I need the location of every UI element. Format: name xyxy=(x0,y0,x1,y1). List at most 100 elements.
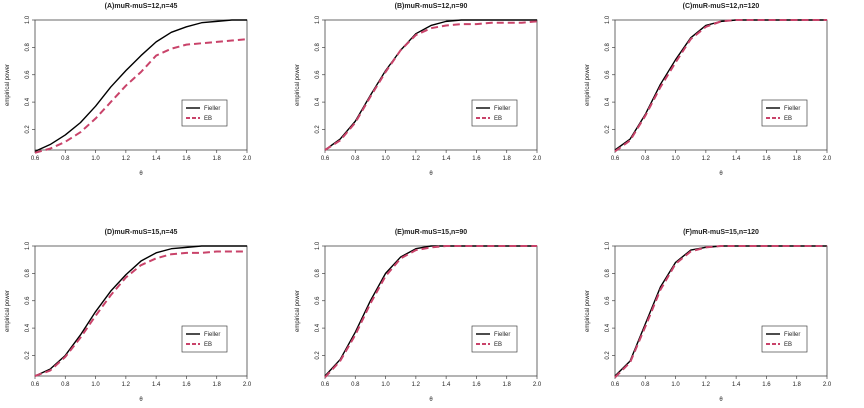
legend-label: Fieller xyxy=(204,332,220,338)
legend: Fieller EB xyxy=(471,325,518,353)
eb-series-line xyxy=(324,20,538,151)
y-tick-label: 1.0 xyxy=(25,15,31,24)
x-tick-label: 1.8 xyxy=(503,156,512,162)
x-tick-label: 0.6 xyxy=(321,156,330,162)
plot-frame xyxy=(324,19,538,151)
x-axis-label: θ xyxy=(139,171,143,177)
fieller-series-line xyxy=(34,245,247,377)
x-tick-label: 2.0 xyxy=(823,382,832,388)
y-tick-label: 0.8 xyxy=(315,269,321,278)
eb-series-line xyxy=(324,245,537,379)
x-tick-label: 0.6 xyxy=(321,382,330,388)
eb-series-line xyxy=(34,38,248,154)
legend-label: EB xyxy=(494,342,502,348)
x-tick-label: 0.8 xyxy=(351,382,360,388)
legend-label: Fieller xyxy=(494,332,510,338)
y-tick-label: 0.8 xyxy=(25,269,31,278)
x-tick-label: 0.8 xyxy=(61,156,70,162)
y-tick-label: 1.0 xyxy=(605,15,611,24)
x-tick-label: 1.0 xyxy=(671,382,680,388)
x-axis-label: θ xyxy=(719,171,723,177)
fieller-series-line xyxy=(324,245,537,377)
y-tick-label: 0.8 xyxy=(605,43,611,52)
y-tick-label: 0.2 xyxy=(605,125,611,134)
x-tick-label: 1.8 xyxy=(503,382,512,388)
x-tick-label: 0.6 xyxy=(611,382,620,388)
y-tick-label: 0.8 xyxy=(25,43,31,52)
x-tick-label: 2.0 xyxy=(243,382,252,388)
legend-label: EB xyxy=(204,116,212,122)
y-tick-label: 0.4 xyxy=(605,323,611,332)
x-tick-label: 0.8 xyxy=(351,156,360,162)
chart-title: (B)muR-muS=12,n=90 xyxy=(395,3,468,10)
x-axis-label: θ xyxy=(429,397,433,403)
legend-label: Fieller xyxy=(784,106,800,112)
chart-title: (D)muR-muS=15,n=45 xyxy=(105,229,178,236)
x-tick-label: 1.6 xyxy=(182,382,191,388)
legend-label: EB xyxy=(784,116,792,122)
chart-panel: (B)muR-muS=12,n=90 0.6 0.8 1.0 1.2 1.4 1.6 1.8 2… xyxy=(295,3,542,177)
x-tick-label: 1.6 xyxy=(472,156,481,162)
legend: Fieller EB xyxy=(761,99,808,127)
x-tick-label: 1.0 xyxy=(91,156,100,162)
x-tick-label: 2.0 xyxy=(823,156,832,162)
y-tick-label: 0.2 xyxy=(315,351,321,360)
y-tick-label: 0.4 xyxy=(25,323,31,332)
x-tick-label: 0.8 xyxy=(61,382,70,388)
x-tick-label: 1.6 xyxy=(762,382,771,388)
x-axis-label: θ xyxy=(719,397,723,403)
x-tick-label: 1.8 xyxy=(793,382,802,388)
chart-panel: (D)muR-muS=15,n=45 0.6 0.8 1.0 1.2 1.4 1.6 1.8 2… xyxy=(5,229,252,403)
x-tick-label: 0.6 xyxy=(31,382,40,388)
eb-series-line xyxy=(614,245,827,379)
legend-label: Fieller xyxy=(784,332,800,338)
x-tick-label: 0.6 xyxy=(611,156,620,162)
chart-title: (E)muR-muS=15,n=90 xyxy=(395,229,467,236)
x-tick-label: 0.6 xyxy=(31,156,40,162)
x-tick-label: 0.8 xyxy=(641,382,650,388)
x-tick-label: 1.4 xyxy=(732,156,741,162)
x-tick-label: 1.0 xyxy=(671,156,680,162)
legend: Fieller EB xyxy=(181,325,228,353)
plot-frame xyxy=(34,245,248,377)
y-tick-label: 0.8 xyxy=(315,43,321,52)
chart-title: (A)muR-muS=12,n=45 xyxy=(105,3,178,10)
legend-label: EB xyxy=(204,342,212,348)
y-tick-label: 0.2 xyxy=(25,125,31,134)
fieller-series-line xyxy=(614,19,827,151)
x-tick-label: 1.6 xyxy=(182,156,191,162)
x-tick-label: 1.4 xyxy=(152,156,161,162)
y-tick-label: 0.6 xyxy=(25,70,31,79)
fieller-series-line xyxy=(614,245,827,377)
fieller-series-line xyxy=(34,19,247,153)
chart-panel: (C)muR-muS=12,n=120 0.6 0.8 1.0 1.2 1.4 1.6 1.8… xyxy=(585,3,832,177)
y-tick-label: 0.4 xyxy=(605,97,611,106)
legend-box xyxy=(471,325,518,353)
y-tick-label: 0.2 xyxy=(605,351,611,360)
legend-label: EB xyxy=(494,116,502,122)
y-tick-label: 1.0 xyxy=(605,241,611,250)
chart-panel: (E)muR-muS=15,n=90 0.6 0.8 1.0 1.2 1.4 1.6 1.8 2… xyxy=(295,229,542,403)
y-tick-label: 0.6 xyxy=(25,296,31,305)
chart-title: (F)muR-muS=15,n=120 xyxy=(683,229,759,236)
y-axis-label: empirical power xyxy=(5,290,11,332)
legend-label: Fieller xyxy=(204,106,220,112)
chart-panel: (A)muR-muS=12,n=45 0.6 0.8 1.0 1.2 1.4 1.6 1.8 2… xyxy=(5,3,252,177)
y-tick-label: 0.2 xyxy=(315,125,321,134)
x-tick-label: 1.2 xyxy=(702,156,711,162)
x-tick-label: 2.0 xyxy=(533,156,542,162)
x-tick-label: 1.4 xyxy=(442,382,451,388)
x-tick-label: 1.8 xyxy=(793,156,802,162)
y-axis-label: empirical power xyxy=(5,64,11,106)
x-tick-label: 2.0 xyxy=(533,382,542,388)
x-axis-label: θ xyxy=(139,397,143,403)
plot-frame xyxy=(324,245,538,377)
x-tick-label: 2.0 xyxy=(243,156,252,162)
y-tick-label: 1.0 xyxy=(315,241,321,250)
y-tick-label: 0.6 xyxy=(605,296,611,305)
plot-frame xyxy=(34,19,248,151)
x-tick-label: 1.4 xyxy=(732,382,741,388)
legend-box xyxy=(761,99,808,127)
x-tick-label: 1.6 xyxy=(472,382,481,388)
y-axis-label: empirical power xyxy=(295,64,301,106)
